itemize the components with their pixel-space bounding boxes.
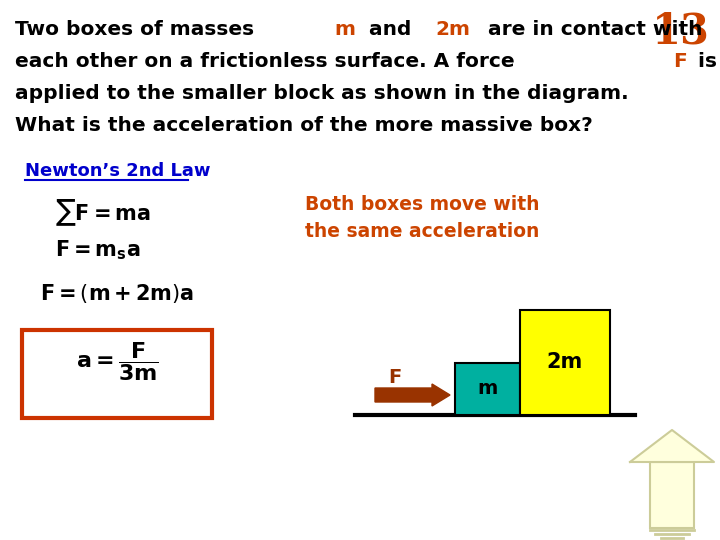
Text: is: is [690, 52, 717, 71]
Text: 2m: 2m [435, 20, 470, 39]
Text: are in contact with: are in contact with [480, 20, 702, 39]
Bar [455, 363, 520, 415]
Polygon shape [630, 430, 714, 462]
Text: Two boxes of masses: Two boxes of masses [15, 20, 261, 39]
Text: $\mathbf{F = m_s a}$: $\mathbf{F = m_s a}$ [55, 238, 140, 261]
Text: each other on a frictionless surface. A force: each other on a frictionless surface. A … [15, 52, 521, 71]
Text: What is the acceleration of the more massive box?: What is the acceleration of the more mas… [15, 116, 593, 135]
Text: m: m [335, 20, 356, 39]
Bar [520, 310, 610, 415]
Text: $\mathbf{F = \left(m + 2m\right)a}$: $\mathbf{F = \left(m + 2m\right)a}$ [40, 282, 194, 305]
Text: 2m: 2m [547, 353, 583, 373]
Text: applied to the smaller block as shown in the diagram.: applied to the smaller block as shown in… [15, 84, 629, 103]
FancyArrow shape [375, 384, 450, 406]
Text: F: F [388, 368, 402, 387]
Text: m: m [477, 380, 498, 399]
Text: Both boxes move with: Both boxes move with [305, 195, 539, 214]
Text: $\mathbf{a = \dfrac{F}{3m}}$: $\mathbf{a = \dfrac{F}{3m}}$ [76, 340, 158, 383]
Bar [650, 462, 694, 528]
Text: 13: 13 [652, 10, 710, 52]
Text: F: F [673, 52, 687, 71]
Text: the same acceleration: the same acceleration [305, 222, 539, 241]
Text: $\mathbf{\sum F = ma}$: $\mathbf{\sum F = ma}$ [55, 197, 151, 228]
Text: and: and [362, 20, 418, 39]
Bar [22, 330, 212, 418]
Text: Newton’s 2nd Law: Newton’s 2nd Law [25, 162, 210, 180]
